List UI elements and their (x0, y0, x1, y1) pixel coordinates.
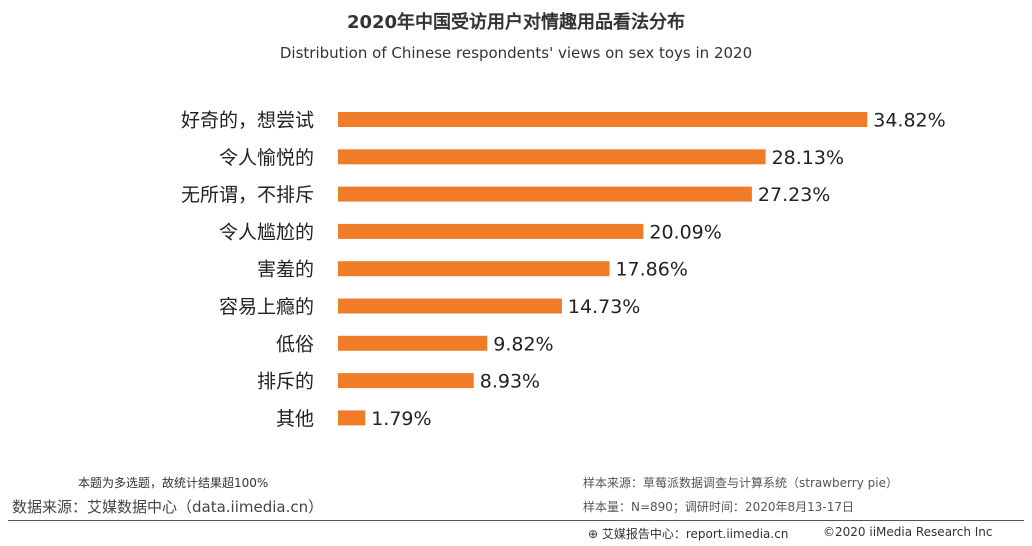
report-center-text: 艾媒报告中心：report.iimedia.cn (601, 527, 789, 541)
iimedia-logo-icon: ⊕ (588, 527, 602, 541)
category-label: 令人愉悦的 (219, 147, 314, 169)
value-label: 28.13% (772, 147, 844, 169)
sample-size: 样本量：N=890；调研时间：2020年8月13-17日 (583, 500, 854, 514)
category-label: 排斥的 (257, 371, 314, 393)
footer-divider (8, 520, 1024, 521)
category-label: 低俗 (276, 333, 314, 355)
category-label: 其他 (276, 408, 314, 430)
chart-title: 2020年中国受访用户对情趣用品看法分布 (346, 12, 686, 33)
bar (338, 186, 752, 202)
category-label: 令人尴尬的 (219, 221, 314, 243)
value-label: 34.82% (873, 110, 945, 132)
value-label: 17.86% (615, 259, 687, 281)
category-label: 无所谓，不排斥 (181, 184, 314, 206)
copyright: ©2020 iiMedia Research Inc (823, 525, 993, 539)
footnote: 本题为多选题，故统计结果超100% (78, 476, 269, 490)
bar (338, 223, 644, 239)
bar (338, 261, 610, 277)
value-label: 20.09% (649, 221, 721, 243)
report-center: ⊕ 艾媒报告中心：report.iimedia.cn (588, 525, 788, 542)
sample-source: 样本来源：草莓派数据调查与计算系统（strawberry pie） (583, 476, 898, 490)
category-label: 容易上瘾的 (219, 296, 314, 318)
bar (338, 410, 366, 426)
value-label: 1.79% (371, 408, 431, 430)
value-label: 14.73% (568, 296, 640, 318)
value-label: 8.93% (480, 371, 540, 393)
category-label: 好奇的，想尝试 (181, 110, 314, 132)
value-label: 27.23% (758, 184, 830, 206)
data-source: 数据来源：艾媒数据中心（data.iimedia.cn） (12, 498, 324, 516)
bar (338, 335, 488, 351)
bar (338, 373, 474, 389)
bar (338, 149, 766, 165)
chart-subtitle: Distribution of Chinese respondents' vie… (279, 44, 753, 62)
value-label: 9.82% (493, 333, 553, 355)
bar (338, 298, 562, 314)
bar (338, 112, 868, 127)
category-label: 害羞的 (257, 259, 314, 281)
